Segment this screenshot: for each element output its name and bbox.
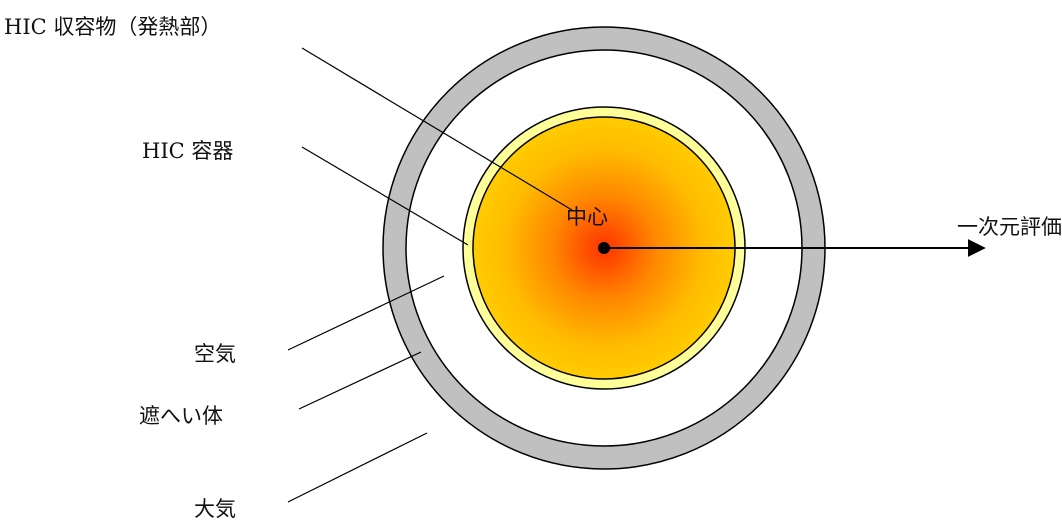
label-atmosphere: 大気 bbox=[194, 497, 236, 521]
air-leader-line bbox=[287, 275, 445, 351]
container-leader-line bbox=[301, 146, 469, 246]
label-hic-contents: HIC 収容物（発熱部） bbox=[4, 15, 221, 39]
contents-leader-line bbox=[301, 47, 573, 211]
label-shield: 遮へい体 bbox=[139, 404, 223, 428]
label-center: 中心 bbox=[566, 205, 608, 229]
label-air: 空気 bbox=[194, 342, 236, 366]
label-hic-container: HIC 容器 bbox=[142, 139, 233, 163]
shield-leader-line bbox=[298, 351, 422, 410]
atmosphere-leader-line bbox=[287, 432, 428, 503]
label-one-dimensional-evaluation: 一次元評価 bbox=[957, 215, 1062, 239]
